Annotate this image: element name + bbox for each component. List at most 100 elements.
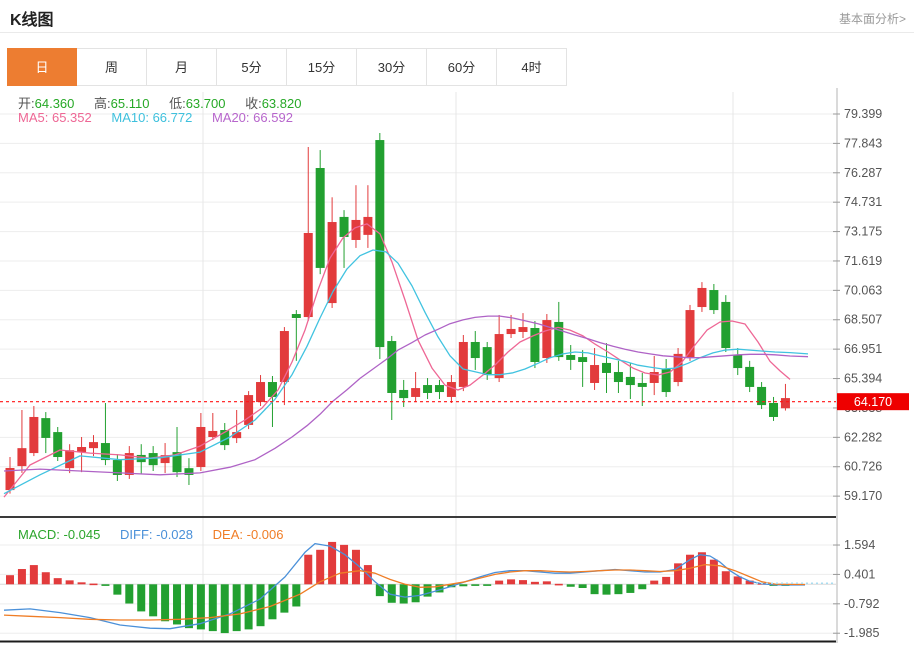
candle-body	[709, 290, 719, 311]
candle-body	[518, 327, 528, 332]
macd-bar	[554, 583, 563, 586]
tab-4时[interactable]: 4时	[497, 48, 567, 86]
candle-body	[411, 388, 421, 397]
candle-body	[625, 376, 635, 386]
period-tabs: 日周月 5分 15分 30分 60分 4时	[7, 48, 567, 86]
candle-body	[256, 382, 266, 403]
macd-bar	[602, 584, 611, 595]
macd-bar	[435, 584, 444, 593]
tab-日[interactable]: 日	[7, 48, 77, 86]
price-tick-label: 65.394	[844, 372, 882, 386]
macd-bar	[125, 584, 134, 604]
candle-body	[77, 447, 87, 453]
price-tick-label: 68.507	[844, 313, 882, 327]
macd-bar	[113, 584, 122, 595]
candle-body	[769, 402, 779, 417]
candle-body	[757, 386, 767, 406]
candle-body	[423, 385, 433, 393]
candle-body	[446, 382, 456, 397]
macd-bar	[471, 584, 480, 586]
low-value: 63.700	[185, 96, 226, 111]
macd-bar	[173, 584, 182, 625]
macd-label: MACD:	[18, 527, 60, 542]
macd-bar	[399, 584, 408, 604]
price-tick-label: 71.619	[844, 254, 882, 268]
macd-bar	[686, 554, 695, 585]
macd-bar	[518, 580, 527, 585]
price-tick-label: 70.063	[844, 283, 882, 297]
candle-body	[685, 310, 695, 358]
high-value: 65.110	[110, 96, 150, 111]
macd-bar	[507, 579, 516, 585]
candle-body	[112, 460, 122, 475]
tab-15分[interactable]: 15分	[287, 48, 357, 86]
macd-bar	[566, 584, 575, 587]
candle-body	[172, 452, 182, 473]
macd-bar	[161, 584, 170, 622]
candle-body	[41, 418, 51, 438]
candle-body	[327, 222, 337, 304]
candle-body	[482, 347, 492, 376]
candle-body	[578, 357, 588, 363]
dea-line	[3, 563, 806, 621]
candle-body	[506, 328, 516, 335]
tab-周[interactable]: 周	[77, 48, 147, 86]
ma10-line	[3, 249, 809, 495]
diff-label: DIFF:	[120, 527, 153, 542]
macd-bar	[89, 583, 98, 586]
macd-bar	[387, 584, 396, 603]
macd-tick-label: 0.401	[844, 567, 875, 581]
candle-body	[232, 432, 242, 439]
macd-bar	[459, 584, 468, 587]
candle-body	[745, 366, 755, 387]
macd-bar	[340, 544, 349, 585]
macd-bar	[483, 584, 492, 586]
macd-bar	[721, 571, 730, 585]
ohlc-readout: 开:64.360 高:65.110 低:63.700 收:63.820	[18, 93, 317, 112]
candle-body	[590, 365, 600, 383]
macd-bar	[256, 584, 265, 627]
macd-bar	[244, 584, 253, 630]
macd-bar	[351, 549, 360, 585]
candle-body	[65, 450, 75, 469]
price-tick-label: 74.731	[844, 195, 882, 209]
candle-body	[17, 448, 27, 467]
macd-bar	[495, 580, 504, 585]
tab-30分[interactable]: 30分	[357, 48, 427, 86]
open-label: 开:	[18, 96, 35, 111]
tab-60分[interactable]: 60分	[427, 48, 497, 86]
candle-body	[124, 453, 134, 475]
macd-bar	[638, 584, 647, 590]
macd-bar	[530, 581, 539, 585]
candle-body	[602, 362, 611, 373]
ma10-label: MA10:	[111, 110, 149, 125]
candle-body	[613, 372, 623, 383]
macd-bar	[101, 584, 110, 586]
candle-body	[399, 389, 409, 399]
price-tick-label: 77.843	[844, 136, 882, 150]
candle-body	[339, 216, 349, 237]
macd-bar	[149, 584, 158, 617]
macd-bar	[709, 559, 718, 585]
macd-tick-label: 1.594	[844, 538, 875, 552]
tab-5分[interactable]: 5分	[217, 48, 287, 86]
tab-月[interactable]: 月	[147, 48, 217, 86]
macd-bar	[733, 576, 742, 585]
macd-bar	[220, 584, 229, 634]
candle-body	[5, 467, 15, 491]
price-tick-label: 62.282	[844, 430, 882, 444]
macd-bar	[29, 565, 38, 585]
macd-bar	[411, 584, 420, 603]
macd-bar	[208, 584, 217, 632]
candle-body	[196, 426, 206, 468]
ma5-label: MA5:	[18, 110, 49, 125]
macd-bar	[6, 575, 14, 585]
high-label: 高:	[94, 96, 111, 111]
candle-body	[29, 416, 39, 454]
macd-bar	[375, 584, 384, 597]
fundamental-analysis-link[interactable]: 基本面分析>	[838, 12, 906, 26]
macd-bar	[650, 580, 659, 585]
macd-bar	[626, 584, 635, 593]
